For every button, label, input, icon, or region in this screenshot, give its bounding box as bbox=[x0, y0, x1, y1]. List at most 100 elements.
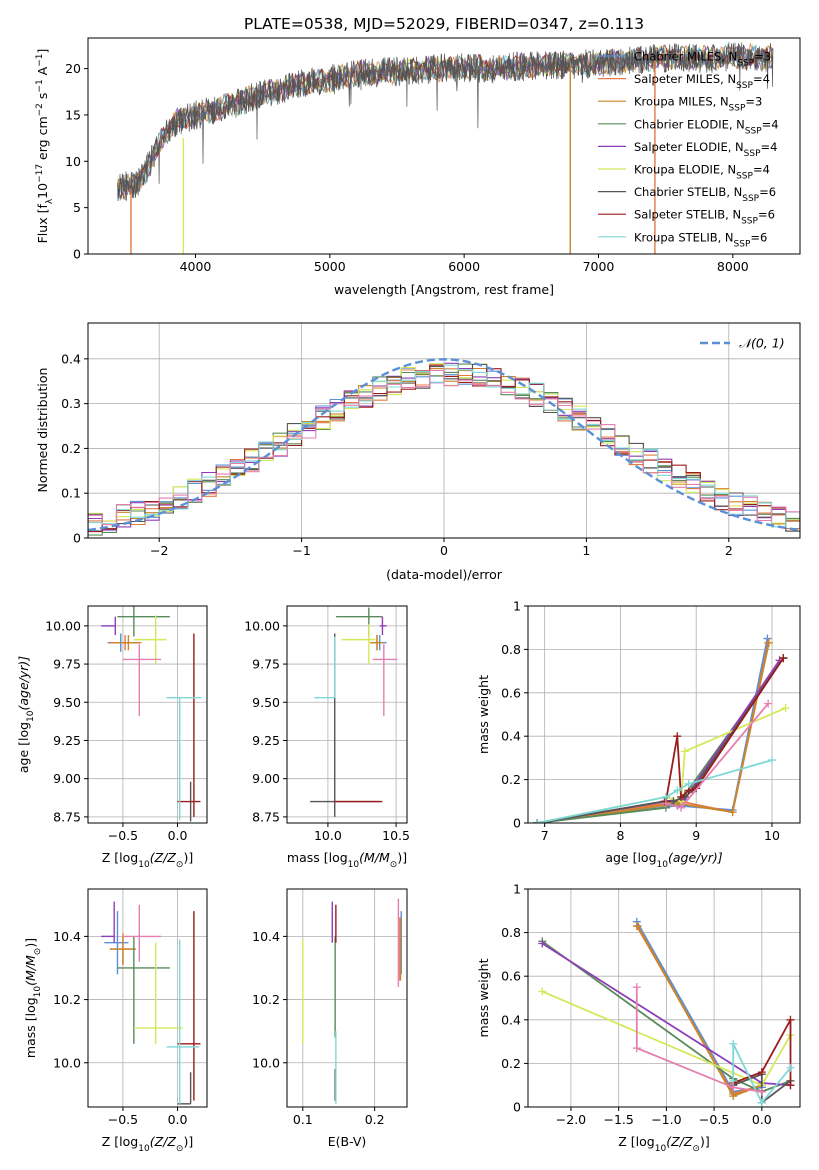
y-axis-label: Flux [fλ10−17 erg cm−2 s−1 A−1] bbox=[35, 49, 55, 244]
x-tick-label: 6000 bbox=[448, 259, 480, 274]
x-tick-label: 7 bbox=[541, 828, 549, 843]
mass-weight-series bbox=[536, 642, 770, 823]
y-tick-label: 0 bbox=[73, 247, 81, 262]
y-tick-label: 1 bbox=[513, 599, 521, 614]
plus-marker bbox=[729, 1039, 738, 1048]
y-tick-label: 5 bbox=[73, 200, 81, 215]
x-tick-label: 10.5 bbox=[382, 828, 410, 843]
x-axis-label: E(B-V) bbox=[328, 1134, 367, 1149]
plus-marker bbox=[757, 1068, 766, 1077]
x-tick-label: 0.2 bbox=[365, 1112, 385, 1127]
y-tick-label: 8.75 bbox=[252, 809, 280, 824]
axes-frame bbox=[527, 605, 801, 824]
plot-area bbox=[302, 898, 402, 1104]
plus-marker bbox=[538, 987, 547, 996]
x-tick-label: −1.0 bbox=[651, 1112, 681, 1127]
y-tick-label: 10.2 bbox=[252, 992, 280, 1007]
x-tick-label: −1 bbox=[292, 543, 310, 558]
plot-area bbox=[101, 901, 201, 1105]
x-axis-label: age [log10(age/yr)] bbox=[605, 850, 722, 870]
y-tick-label: 0.8 bbox=[501, 925, 521, 940]
legend-entry: Chabrier ELODIE, NSSP=4 bbox=[634, 117, 779, 136]
plus-marker bbox=[781, 703, 790, 712]
x-tick-label: 0.0 bbox=[168, 1112, 188, 1127]
x-tick-label: 7000 bbox=[583, 259, 615, 274]
plot-area bbox=[88, 358, 800, 538]
mass-weight-series bbox=[732, 1019, 792, 1086]
y-tick-label: 8.75 bbox=[53, 809, 81, 824]
x-axis-label: (data-model)/error bbox=[386, 567, 503, 582]
plus-marker bbox=[786, 1015, 795, 1024]
x-tick-label: −2 bbox=[150, 543, 168, 558]
y-tick-label: 9.25 bbox=[53, 733, 81, 748]
mass-weight-series bbox=[665, 657, 785, 802]
plus-marker bbox=[728, 808, 737, 817]
y-tick-label: 0.8 bbox=[501, 642, 521, 657]
y-tick-label: 10.4 bbox=[53, 929, 81, 944]
y-axis-label: age [log10(age/yr)] bbox=[16, 656, 36, 773]
y-tick-label: 9.25 bbox=[252, 733, 280, 748]
plus-marker bbox=[764, 638, 773, 647]
legend-entry: Kroupa STELIB, NSSP=6 bbox=[634, 230, 767, 249]
plus-marker bbox=[677, 792, 686, 801]
x-axis-label: Z [log10(Z/Z⊙)] bbox=[102, 850, 193, 870]
axes-frame bbox=[87, 605, 208, 824]
y-tick-label: 10.0 bbox=[53, 1055, 81, 1070]
x-axis-label: mass [log10(M/M⊙)] bbox=[287, 850, 407, 870]
x-tick-label: 1 bbox=[582, 543, 590, 558]
legend-entry: 𝒩(0, 1) bbox=[739, 336, 785, 351]
plus-marker bbox=[633, 922, 642, 931]
x-tick-label: 4000 bbox=[180, 259, 212, 274]
plus-marker bbox=[779, 654, 788, 663]
age-vs-mass-panel: 10.0 10.5 8.75 9.00 9.25 9.50 9.75 10.00 mass [l… bbox=[244, 605, 410, 870]
x-tick-label: 2 bbox=[725, 543, 733, 558]
x-tick-label: 8000 bbox=[717, 259, 749, 274]
plot-area bbox=[538, 917, 795, 1107]
x-tick-label: 8 bbox=[616, 828, 624, 843]
x-axis-label: Z [log10(Z/Z⊙)] bbox=[102, 1134, 193, 1154]
y-tick-label: 10 bbox=[65, 154, 81, 169]
y-tick-label: 9.75 bbox=[53, 657, 81, 672]
x-tick-label: −0.5 bbox=[699, 1112, 729, 1127]
legend-entry: Chabrier STELIB, NSSP=6 bbox=[634, 185, 776, 204]
y-tick-label: 0.1 bbox=[61, 486, 81, 501]
y-axis-label: mass [log10(M/M⊙)] bbox=[23, 938, 43, 1058]
y-tick-label: 9.75 bbox=[252, 657, 280, 672]
y-axis-label: mass weight bbox=[476, 958, 491, 1037]
y-tick-label: 0.4 bbox=[61, 351, 81, 366]
y-tick-label: 0.2 bbox=[501, 1056, 521, 1071]
gaussian-curve bbox=[88, 358, 800, 532]
x-tick-label: −0.5 bbox=[108, 828, 138, 843]
mass-weight-series bbox=[636, 925, 763, 1095]
y-tick-label: 9.50 bbox=[252, 695, 280, 710]
mass-weight-series bbox=[732, 1043, 792, 1105]
axes-frame bbox=[286, 605, 408, 824]
y-tick-label: 9.00 bbox=[53, 771, 81, 786]
age-vs-metallicity-panel: −0.5 0.0 8.75 9.00 9.25 9.50 9.75 10.00 Z [log10… bbox=[16, 605, 208, 870]
x-tick-label: 0.1 bbox=[293, 1112, 313, 1127]
plus-marker bbox=[538, 939, 547, 948]
y-tick-label: 9.00 bbox=[252, 771, 280, 786]
y-tick-label: 10.0 bbox=[252, 1055, 280, 1070]
x-tick-label: 10.0 bbox=[314, 828, 342, 843]
x-tick-label: 5000 bbox=[314, 259, 346, 274]
y-tick-label: 0.2 bbox=[61, 441, 81, 456]
y-tick-label: 0.2 bbox=[501, 772, 521, 787]
plus-marker bbox=[673, 786, 682, 795]
plus-marker bbox=[767, 756, 776, 765]
axes-frame bbox=[527, 888, 801, 1108]
x-tick-label: 0 bbox=[440, 543, 448, 558]
mass-weight-series bbox=[635, 987, 762, 1093]
mass-vs-extinction-panel: 0.1 0.2 10.0 10.2 10.4 E(B-V) bbox=[252, 888, 408, 1149]
plot-area bbox=[101, 606, 202, 822]
axes-frame bbox=[87, 888, 208, 1108]
plus-marker bbox=[673, 732, 682, 741]
plus-marker bbox=[680, 747, 689, 756]
legend-entry: Salpeter ELODIE, NSSP=4 bbox=[634, 140, 777, 159]
plot-area bbox=[533, 634, 790, 823]
y-tick-label: 0 bbox=[513, 816, 521, 831]
y-tick-label: 9.50 bbox=[53, 695, 81, 710]
plot-area bbox=[310, 607, 398, 817]
plus-marker bbox=[677, 803, 686, 812]
